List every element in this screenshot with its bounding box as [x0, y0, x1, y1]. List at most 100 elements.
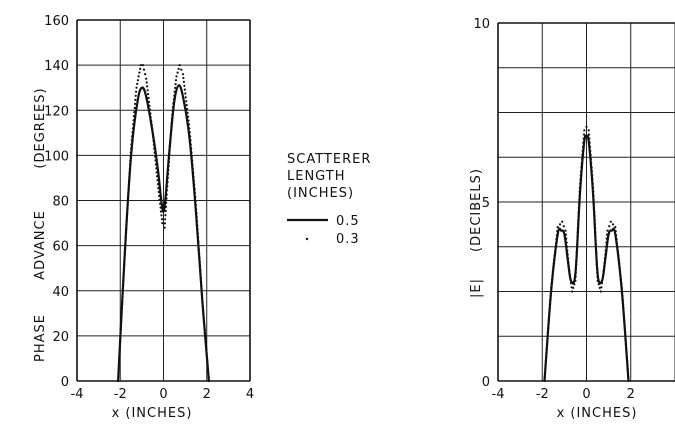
phase-data-point [121, 287, 124, 290]
phase-data-point [175, 75, 178, 78]
legend-dotted-swatch [305, 237, 309, 241]
field-data-point [578, 186, 582, 189]
field-data-point [574, 271, 577, 274]
phase-data-point [156, 179, 159, 182]
phase-data-point [152, 143, 155, 146]
phase-data-point [174, 86, 177, 89]
field-data-point [600, 282, 604, 285]
phase-data-point [164, 214, 167, 217]
field-data-point [585, 125, 588, 128]
phase-data-point [176, 71, 179, 74]
phase-data-point [152, 135, 155, 138]
field-data-point [589, 153, 592, 156]
phase-data-point [130, 139, 133, 142]
field-data-point [579, 182, 582, 185]
phase-data-point [167, 168, 170, 172]
phase-data-point [203, 324, 206, 327]
field-data-point [594, 239, 597, 242]
phase-data-point [189, 139, 192, 142]
field-data-point [546, 331, 550, 334]
phase-data-point [188, 131, 191, 134]
field-data-point [576, 235, 579, 238]
phase-data-point [197, 240, 200, 243]
phase-data-point [123, 251, 126, 254]
field-data-point [621, 290, 624, 294]
phase-data-point [194, 203, 197, 207]
field-ylabel-word-2: (DECIBELS) [469, 168, 484, 252]
field-data-point [615, 242, 619, 245]
phase-data-point [127, 187, 130, 190]
field-data-point [553, 254, 556, 257]
field-data-point [558, 223, 562, 226]
field-data-point [546, 343, 549, 346]
phase-data-point [133, 102, 137, 105]
phase-data-point [126, 207, 129, 210]
legend-title-line-3: (INCHES) [287, 186, 354, 201]
phase-data-point [137, 75, 140, 78]
phase-data-point [170, 117, 173, 120]
field-data-point [576, 227, 580, 230]
field-data-point [605, 237, 608, 240]
field-magnitude-chart: -4 -2 0 2 0 5 10 x (INCHES) |E| (DECIBELS) [469, 17, 675, 421]
phase-data-point [173, 94, 176, 97]
field-ylabel: |E| (DECIBELS) [469, 168, 484, 298]
field-data-point [549, 294, 552, 298]
phase-data-point [129, 151, 132, 154]
phase-data-point [191, 159, 194, 162]
phase-data-point [198, 264, 202, 267]
phase-data-point [163, 222, 166, 225]
phase-data-point [156, 183, 160, 186]
phase-data-point [123, 255, 126, 258]
phase-data-point [125, 227, 128, 230]
phase-data-point [124, 243, 127, 246]
phase-data-point [139, 64, 142, 67]
phase-data-point [195, 208, 198, 211]
phase-data-point [200, 288, 203, 291]
field-data-point [587, 133, 591, 136]
field-data-point [578, 190, 581, 193]
phase-data-point [188, 127, 191, 130]
phase-data-point [168, 157, 171, 160]
phase-data-point [202, 316, 205, 319]
phase-data-point [136, 79, 139, 82]
field-xtick-label: 0 [582, 387, 590, 402]
phase-data-point [206, 364, 209, 367]
phase-data-point [134, 94, 137, 97]
field-data-point [564, 233, 568, 236]
phase-ylabel-word-1: PHASE [33, 314, 48, 362]
phase-data-point [158, 194, 161, 198]
phase-data-point [122, 279, 125, 282]
field-data-point [547, 319, 550, 322]
field-data-point [550, 286, 553, 289]
field-data-point [544, 363, 547, 366]
field-data-point [590, 162, 593, 165]
phase-data-point [149, 116, 152, 119]
phase-data-point [164, 205, 167, 208]
phase-data-point [119, 323, 123, 327]
field-data-point [616, 250, 620, 253]
phase-data-point [167, 172, 170, 176]
field-data-point [575, 251, 578, 254]
phase-data-point [132, 119, 135, 122]
phase-data-point [203, 332, 207, 335]
phase-xtick-label: 0 [159, 387, 167, 402]
field-data-point [594, 231, 597, 234]
phase-data-point [125, 223, 128, 226]
field-data-point [567, 261, 570, 264]
field-data-point [593, 223, 597, 226]
phase-data-point [146, 85, 149, 88]
phase-data-point [135, 86, 138, 89]
field-data-point [577, 214, 580, 218]
field-data-point [624, 343, 628, 346]
field-data-point [602, 269, 605, 272]
field-data-point [552, 266, 555, 269]
field-data-point [577, 223, 580, 226]
field-data-point [592, 202, 596, 205]
field-data-point [551, 274, 554, 277]
field-data-point [622, 303, 625, 306]
phase-data-point [196, 232, 199, 235]
field-data-point [575, 255, 578, 258]
phase-data-point [125, 219, 128, 222]
phase-data-point [189, 143, 192, 146]
phase-data-point [171, 106, 175, 109]
